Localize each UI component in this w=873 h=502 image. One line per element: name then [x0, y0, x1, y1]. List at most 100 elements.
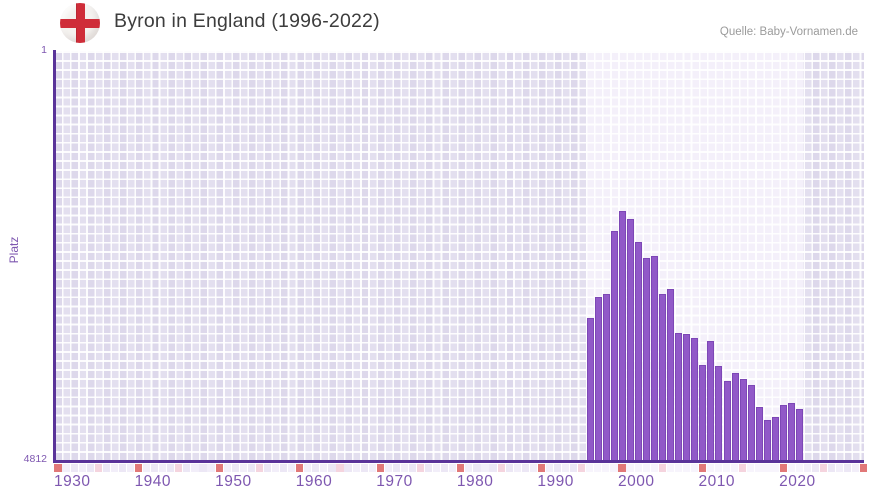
x-tick-label: 2010 [698, 473, 736, 490]
year-heat-cell [183, 463, 191, 472]
bar-1997[interactable] [594, 297, 602, 460]
year-heat-cell [102, 463, 110, 472]
year-heat-cell [110, 463, 118, 472]
year-heat-cell [561, 463, 570, 472]
year-heat-cell [255, 463, 263, 472]
year-heat-cell [279, 463, 288, 472]
year-heat-cell [271, 463, 280, 472]
year-heat-cell [86, 463, 94, 472]
bar-2010[interactable] [699, 365, 707, 460]
year-heat-cell [707, 463, 715, 472]
x-tick-label: 1990 [537, 473, 574, 490]
year-heat-cell [473, 463, 481, 472]
year-heat-cell [860, 463, 868, 472]
year-heat-cell [553, 463, 562, 472]
year-heat-cell [159, 463, 167, 472]
bar-2001[interactable] [626, 218, 634, 460]
year-heat-cell [352, 463, 360, 472]
source-link[interactable]: Quelle: Baby-Vornamen.de [719, 26, 858, 38]
bar-2017[interactable] [755, 407, 763, 460]
bar-2022[interactable] [796, 408, 804, 460]
year-heat-cell [803, 463, 811, 472]
year-heat-cell [666, 463, 674, 472]
bar-2013[interactable] [723, 381, 731, 460]
year-heat-cell [223, 463, 231, 472]
page-title: Byron in England (1996-2022) [114, 10, 380, 32]
bar-2008[interactable] [683, 334, 691, 460]
year-heat-cell [852, 463, 860, 472]
year-heat-cell [602, 463, 610, 472]
bar-2003[interactable] [642, 257, 650, 460]
year-heat-cell [70, 463, 78, 472]
year-heat-cell [191, 463, 199, 472]
year-heat-cell [118, 463, 127, 472]
year-heat-cell [465, 463, 473, 472]
bar-2004[interactable] [651, 255, 659, 460]
year-heat-cell [610, 463, 618, 472]
year-heat-cell [408, 463, 417, 472]
year-heat-cell [392, 463, 400, 472]
bar-2005[interactable] [659, 294, 667, 460]
year-heat-cell [529, 463, 537, 472]
bar-2012[interactable] [715, 365, 723, 460]
bar-2000[interactable] [618, 211, 626, 460]
year-heat-cell [376, 463, 384, 472]
x-tick-label: 2020 [779, 473, 816, 490]
year-heat-cell [739, 463, 747, 472]
year-heat-cell [505, 463, 513, 472]
bar-2007[interactable] [675, 332, 683, 460]
year-heat-cell [570, 463, 578, 472]
x-tick-label: 1950 [215, 473, 252, 490]
year-heat-cell [763, 463, 771, 472]
year-heat-cell [336, 463, 344, 472]
year-heat-cell [449, 463, 457, 472]
year-heat-cell [658, 463, 666, 472]
year-heat-cell [425, 463, 433, 472]
year-heat-cell [723, 463, 731, 472]
year-heat-cell [151, 463, 159, 472]
year-heat-cell [143, 463, 151, 472]
year-heat-cell [207, 463, 215, 472]
bar-2020[interactable] [779, 404, 787, 460]
bar-2002[interactable] [634, 242, 642, 460]
bar-2021[interactable] [787, 402, 795, 460]
bar-2009[interactable] [691, 337, 699, 460]
year-heat-cell [843, 463, 852, 472]
year-heat-cell [312, 463, 320, 472]
bar-2016[interactable] [747, 385, 755, 460]
year-heat-cell [288, 463, 296, 472]
year-heat-cell [54, 463, 62, 472]
year-heat-cell [304, 463, 312, 472]
year-heat-cell [578, 463, 586, 472]
year-heat-cell [537, 463, 545, 472]
year-heat-cell [134, 463, 143, 472]
year-heat-cell [618, 463, 626, 472]
year-heat-cell [457, 463, 465, 472]
bar-2018[interactable] [763, 419, 771, 460]
year-heat-cell [795, 463, 803, 472]
year-heat-cell [215, 463, 223, 472]
bar-2011[interactable] [707, 340, 715, 460]
bar-2014[interactable] [731, 373, 739, 460]
year-heat-cell [715, 463, 723, 472]
year-heat-cell [755, 463, 763, 472]
bar-2019[interactable] [771, 416, 779, 460]
england-flag-icon [60, 3, 100, 43]
year-heat-cell [690, 463, 699, 472]
bar-1998[interactable] [602, 294, 610, 460]
x-tick-label: 1980 [456, 473, 494, 490]
year-heat-cell [126, 463, 135, 472]
year-heat-cell [175, 463, 183, 472]
bar-2015[interactable] [739, 378, 747, 460]
x-axis-line [53, 460, 864, 463]
year-heat-cell [360, 463, 368, 472]
bar-1996[interactable] [586, 317, 594, 460]
bar-1999[interactable] [610, 231, 618, 460]
year-heat-cell [247, 463, 255, 472]
year-heat-cell [698, 463, 707, 472]
bar-2006[interactable] [667, 288, 675, 460]
year-heat-cell [416, 463, 425, 472]
year-heat-cell [433, 463, 441, 472]
year-heat-cell [62, 463, 70, 472]
y-axis-label: Platz [7, 236, 21, 264]
